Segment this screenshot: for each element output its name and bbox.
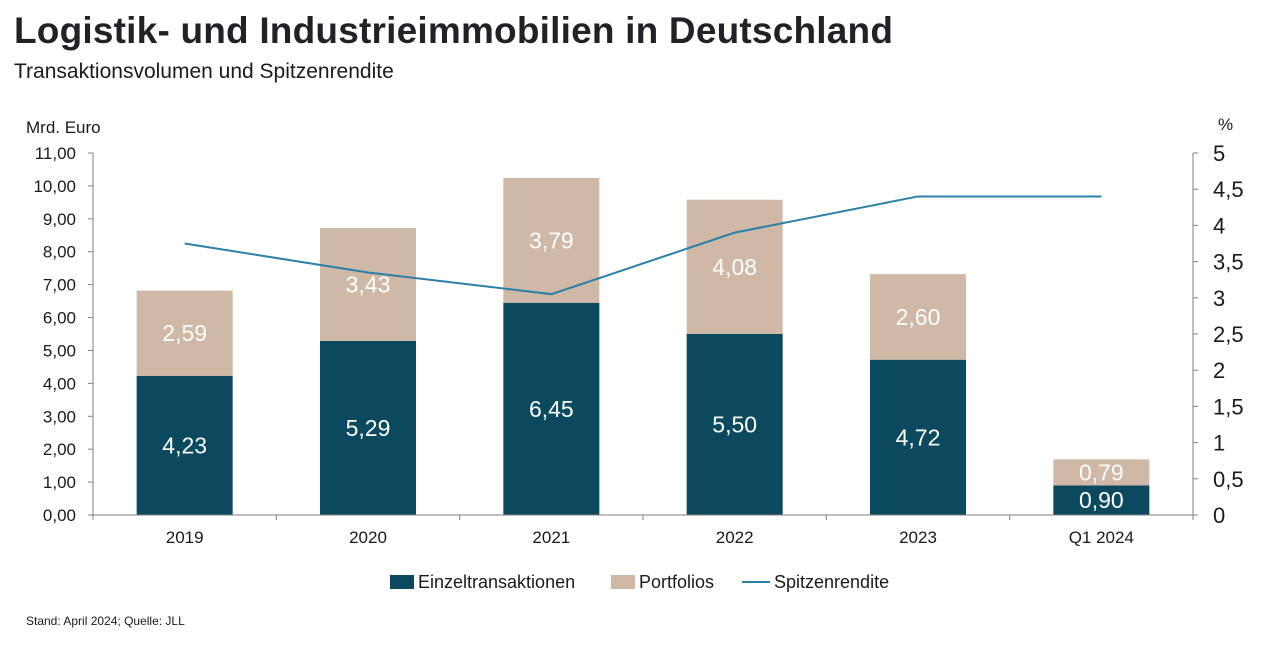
legend-swatch-einzeltransaktionen bbox=[390, 575, 414, 589]
x-tick-label: 2020 bbox=[349, 528, 387, 547]
right-tick-label: 0,5 bbox=[1213, 467, 1244, 492]
right-tick-label: 3 bbox=[1213, 286, 1225, 311]
bar-einzeltransaktionen bbox=[503, 302, 600, 515]
right-tick-label: 2 bbox=[1213, 358, 1225, 383]
left-tick-label: 8,00 bbox=[43, 243, 76, 262]
data-label-einzeltransaktionen: 6,45 bbox=[529, 396, 574, 422]
bar-einzeltransaktionen bbox=[136, 375, 233, 515]
left-tick-label: 9,00 bbox=[43, 210, 76, 229]
right-tick-label: 2,5 bbox=[1213, 322, 1244, 347]
right-tick-label: 0 bbox=[1213, 503, 1225, 528]
x-tick-label: 2021 bbox=[532, 528, 570, 547]
legend-label-spitzenrendite: Spitzenrendite bbox=[774, 572, 889, 592]
data-label-portfolios: 4,08 bbox=[712, 254, 757, 280]
left-tick-label: 1,00 bbox=[43, 473, 76, 492]
bar-portfolios bbox=[320, 228, 416, 341]
data-label-portfolios: 2,60 bbox=[896, 304, 941, 330]
bar-einzeltransaktionen bbox=[1053, 485, 1150, 515]
line-spitzenrendite bbox=[184, 195, 1102, 296]
right-axis-unit: % bbox=[1218, 115, 1233, 134]
bar-portfolios bbox=[136, 290, 233, 376]
left-tick-label: 4,00 bbox=[43, 374, 76, 393]
x-tick-label: 2022 bbox=[716, 528, 754, 547]
x-tick-label: 2023 bbox=[899, 528, 937, 547]
left-tick-label: 11,00 bbox=[35, 144, 76, 163]
bar-portfolios bbox=[1053, 459, 1150, 486]
left-tick-label: 2,00 bbox=[43, 440, 76, 459]
right-tick-label: 4,5 bbox=[1213, 177, 1244, 202]
legend-label-portfolios: Portfolios bbox=[639, 572, 714, 592]
legend-swatch-portfolios bbox=[611, 575, 635, 589]
left-tick-label: 7,00 bbox=[43, 276, 76, 295]
data-label-einzeltransaktionen: 4,23 bbox=[162, 432, 207, 458]
right-tick-label: 5 bbox=[1213, 141, 1225, 166]
x-tick-label: 2019 bbox=[166, 528, 204, 547]
left-tick-label: 6,00 bbox=[43, 309, 76, 328]
data-label-portfolios: 2,59 bbox=[162, 320, 207, 346]
legend-label-einzeltransaktionen: Einzeltransaktionen bbox=[418, 572, 575, 592]
data-label-portfolios: 0,79 bbox=[1079, 459, 1124, 485]
right-tick-label: 4 bbox=[1213, 213, 1225, 238]
data-label-einzeltransaktionen: 4,72 bbox=[896, 424, 941, 450]
bar-portfolios bbox=[503, 178, 600, 303]
right-tick-label: 1,5 bbox=[1213, 394, 1244, 419]
bar-portfolios bbox=[870, 274, 966, 360]
left-axis-unit: Mrd. Euro bbox=[26, 118, 101, 137]
source-footnote: Stand: April 2024; Quelle: JLL bbox=[26, 614, 185, 628]
chart-title: Logistik- und Industrieimmobilien in Deu… bbox=[14, 10, 894, 51]
right-tick-label: 1 bbox=[1213, 431, 1225, 456]
right-tick-label: 3,5 bbox=[1213, 250, 1244, 275]
data-label-portfolios: 3,79 bbox=[529, 227, 574, 253]
bar-einzeltransaktionen bbox=[320, 340, 416, 515]
chart-subtitle: Transaktionsvolumen und Spitzenrendite bbox=[14, 60, 394, 83]
x-tick-label: Q1 2024 bbox=[1069, 528, 1134, 547]
left-tick-label: 5,00 bbox=[43, 341, 76, 360]
data-label-einzeltransaktionen: 5,29 bbox=[346, 415, 391, 441]
left-tick-label: 0,00 bbox=[43, 506, 76, 525]
left-tick-label: 3,00 bbox=[43, 407, 76, 426]
data-label-portfolios: 3,43 bbox=[346, 271, 391, 297]
left-tick-label: 10,00 bbox=[33, 177, 76, 196]
bar-einzeltransaktionen bbox=[686, 334, 783, 515]
bar-einzeltransaktionen bbox=[870, 359, 966, 515]
data-label-einzeltransaktionen: 5,50 bbox=[712, 412, 757, 438]
bar-portfolios bbox=[686, 199, 783, 334]
data-label-einzeltransaktionen: 0,90 bbox=[1079, 487, 1124, 513]
